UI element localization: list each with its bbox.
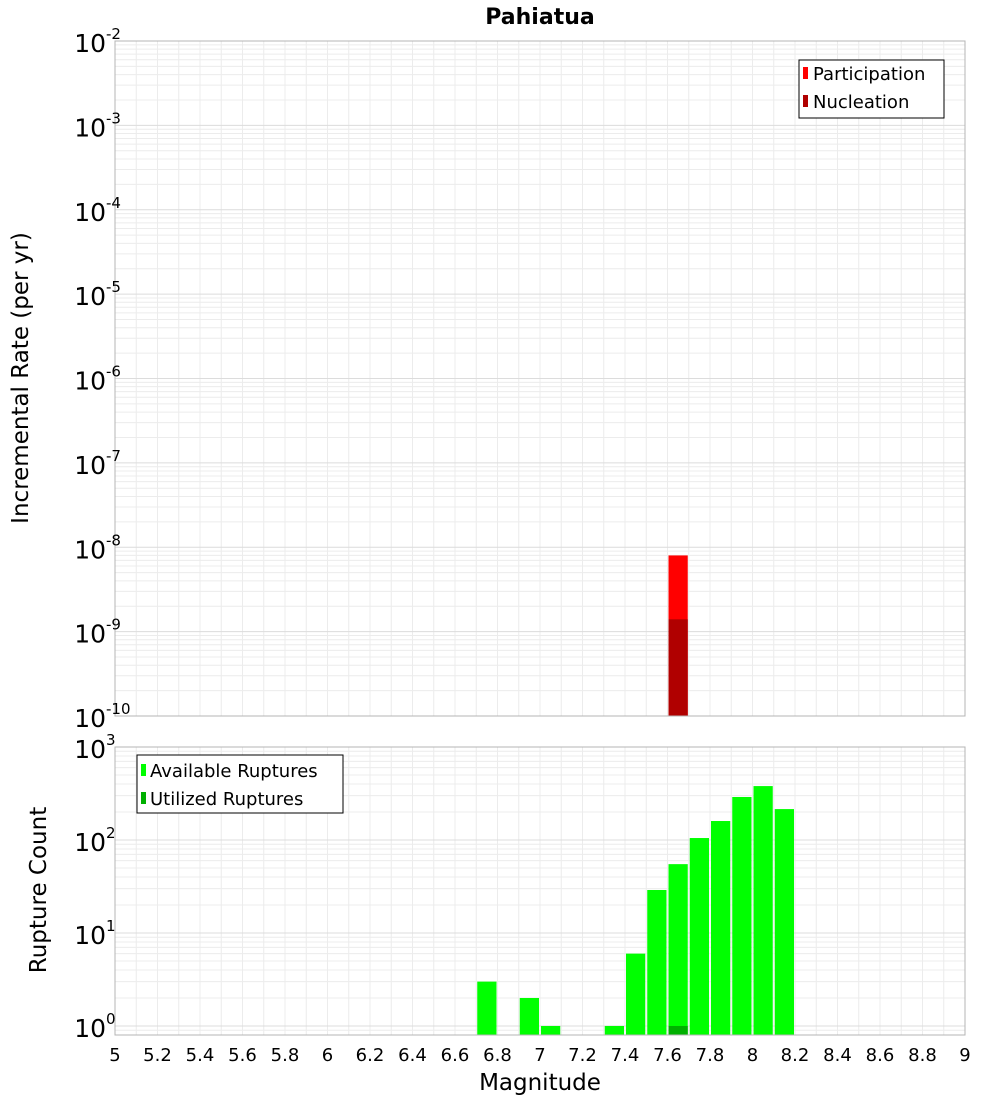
- top-y-tick-exponent: -7: [106, 447, 121, 465]
- x-tick-label: 9: [959, 1045, 970, 1066]
- available-ruptures-bar: [668, 864, 688, 1035]
- x-tick-label: 7.6: [653, 1045, 682, 1066]
- chart-title: Pahiatua: [485, 5, 594, 30]
- available-ruptures-bar: [689, 838, 709, 1035]
- bottom-plot-frame: [114, 746, 966, 1036]
- available-ruptures-bar: [647, 889, 667, 1035]
- x-tick-label: 5.6: [228, 1045, 257, 1066]
- available-ruptures-bar: [753, 786, 773, 1035]
- available-ruptures-bar: [604, 1025, 624, 1035]
- legend-label-participation: Participation: [813, 64, 925, 85]
- x-tick-label: 6.6: [441, 1045, 470, 1066]
- available-ruptures-bar: [711, 821, 731, 1035]
- available-ruptures-bar: [732, 796, 752, 1035]
- top-y-tick-label: 10: [74, 282, 106, 311]
- x-tick-label: 6.8: [483, 1045, 512, 1066]
- top-y-axis-title: Incremental Rate (per yr): [8, 232, 34, 524]
- top-y-tick-label: 10: [74, 620, 106, 649]
- x-tick-label: 5.8: [271, 1045, 300, 1066]
- x-tick-label: 7.2: [568, 1045, 597, 1066]
- top-y-tick-exponent: -6: [106, 363, 121, 381]
- x-tick-label: 5.4: [186, 1045, 215, 1066]
- top-y-tick-exponent: -9: [106, 616, 121, 634]
- top-y-tick-exponent: -3: [106, 109, 121, 127]
- bottom-y-tick-label: 10: [74, 735, 106, 764]
- available-ruptures-bar: [541, 1025, 561, 1035]
- bottom-legend-box: [136, 754, 344, 814]
- legend-swatch-available-ruptures: [141, 764, 146, 776]
- bottom-y-tick-label: 10: [74, 828, 106, 857]
- legend-swatch-participation: [803, 67, 808, 79]
- bottom-y-tick-exponent: 1: [106, 917, 116, 935]
- legend-label-available-ruptures: Available Ruptures: [150, 761, 318, 782]
- top-y-tick-label: 10: [74, 29, 106, 58]
- x-tick-label: 8: [747, 1045, 758, 1066]
- top-y-tick-label: 10: [74, 451, 106, 480]
- x-tick-label: 5: [109, 1045, 120, 1066]
- available-ruptures-bar: [477, 981, 497, 1035]
- top-y-tick-label: 10: [74, 535, 106, 564]
- available-ruptures-bar: [774, 809, 794, 1035]
- top-y-tick-exponent: -5: [106, 278, 121, 296]
- top-y-tick-label: 10: [74, 198, 106, 227]
- legend-swatch-nucleation: [803, 95, 808, 107]
- bottom-y-axis-title: Rupture Count: [26, 807, 52, 973]
- x-tick-label: 8.8: [908, 1045, 937, 1066]
- bottom-y-tick-label: 10: [74, 1014, 106, 1043]
- top-y-tick-exponent: -10: [106, 700, 131, 718]
- top-plot-frame: [114, 40, 966, 717]
- x-tick-label: 7.8: [696, 1045, 725, 1066]
- legend-swatch-utilized-ruptures: [141, 792, 146, 804]
- top-y-tick-exponent: -8: [106, 531, 121, 549]
- bottom-y-tick-exponent: 0: [106, 1010, 116, 1028]
- x-axis-title: Magnitude: [479, 1070, 601, 1096]
- x-tick-label: 8.4: [823, 1045, 852, 1066]
- x-tick-label: 5.2: [143, 1045, 172, 1066]
- bottom-y-tick-label: 10: [74, 921, 106, 950]
- bottom-y-tick-exponent: 2: [106, 824, 116, 842]
- x-tick-label: 6.2: [356, 1045, 385, 1066]
- legend-label-utilized-ruptures: Utilized Ruptures: [150, 789, 303, 810]
- x-tick-label: 6: [322, 1045, 333, 1066]
- available-ruptures-bar: [519, 997, 539, 1035]
- utilized-ruptures-bar: [668, 1025, 688, 1035]
- nucleation-bar: [668, 619, 688, 716]
- bottom-y-tick-exponent: 3: [106, 731, 116, 749]
- x-tick-label: 8.2: [781, 1045, 810, 1066]
- legend-label-nucleation: Nucleation: [813, 92, 909, 113]
- top-legend-box: [798, 59, 945, 119]
- bottom-legend: Available Ruptures Utilized Ruptures: [136, 754, 344, 814]
- top-legend: Participation Nucleation: [798, 59, 945, 119]
- x-tick-label: 6.4: [398, 1045, 427, 1066]
- top-y-tick-label: 10: [74, 367, 106, 396]
- top-y-tick-label: 10: [74, 704, 106, 733]
- x-tick-label: 7: [534, 1045, 545, 1066]
- top-y-tick-exponent: -4: [106, 194, 121, 212]
- top-y-tick-exponent: -2: [106, 25, 121, 43]
- available-ruptures-bar: [626, 953, 646, 1035]
- x-tick-label: 8.6: [866, 1045, 895, 1066]
- top-y-tick-label: 10: [74, 113, 106, 142]
- x-tick-label: 7.4: [611, 1045, 640, 1066]
